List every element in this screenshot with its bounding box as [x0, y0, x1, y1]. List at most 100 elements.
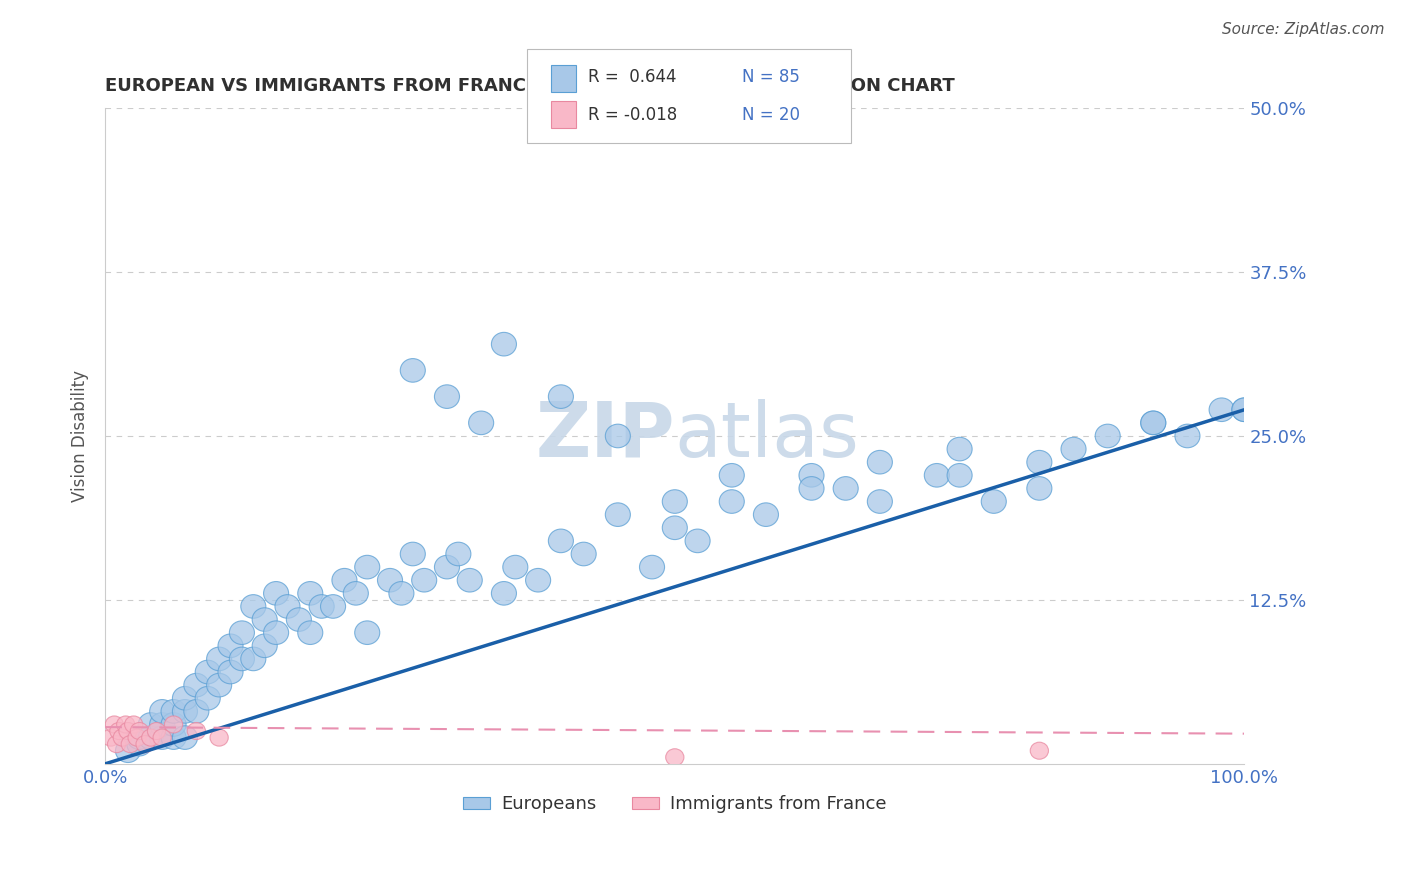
Ellipse shape: [332, 568, 357, 592]
Ellipse shape: [1140, 411, 1166, 434]
Y-axis label: Vision Disability: Vision Disability: [72, 370, 89, 502]
Ellipse shape: [195, 660, 221, 684]
Ellipse shape: [309, 595, 335, 618]
Ellipse shape: [184, 699, 209, 723]
Ellipse shape: [173, 726, 197, 749]
Ellipse shape: [1026, 476, 1052, 500]
Ellipse shape: [377, 568, 402, 592]
Ellipse shape: [343, 582, 368, 605]
Ellipse shape: [1175, 425, 1199, 448]
Ellipse shape: [121, 736, 139, 753]
Ellipse shape: [1031, 742, 1049, 759]
Ellipse shape: [799, 476, 824, 500]
Ellipse shape: [981, 490, 1007, 513]
Ellipse shape: [948, 437, 972, 461]
Ellipse shape: [1140, 411, 1166, 434]
Ellipse shape: [665, 748, 683, 766]
Ellipse shape: [162, 726, 186, 749]
Text: R = -0.018: R = -0.018: [588, 105, 676, 123]
Ellipse shape: [115, 739, 141, 763]
Ellipse shape: [492, 333, 516, 356]
Ellipse shape: [799, 464, 824, 487]
Ellipse shape: [218, 660, 243, 684]
Ellipse shape: [526, 568, 551, 592]
Text: N = 20: N = 20: [742, 105, 800, 123]
Ellipse shape: [720, 490, 744, 513]
Ellipse shape: [240, 595, 266, 618]
Ellipse shape: [662, 516, 688, 540]
Ellipse shape: [1209, 398, 1234, 422]
Ellipse shape: [184, 673, 209, 697]
Ellipse shape: [834, 476, 858, 500]
Ellipse shape: [503, 556, 527, 579]
Ellipse shape: [354, 556, 380, 579]
Ellipse shape: [868, 490, 893, 513]
Ellipse shape: [606, 503, 630, 526]
Ellipse shape: [354, 621, 380, 645]
Ellipse shape: [195, 687, 221, 710]
Ellipse shape: [149, 726, 174, 749]
Ellipse shape: [287, 607, 311, 632]
Text: N = 85: N = 85: [742, 69, 800, 87]
Ellipse shape: [229, 621, 254, 645]
Ellipse shape: [148, 723, 166, 739]
Ellipse shape: [263, 621, 288, 645]
Ellipse shape: [149, 713, 174, 736]
Ellipse shape: [662, 490, 688, 513]
Ellipse shape: [640, 556, 665, 579]
Ellipse shape: [446, 542, 471, 566]
Ellipse shape: [162, 713, 186, 736]
Ellipse shape: [127, 732, 152, 756]
Ellipse shape: [685, 529, 710, 553]
Ellipse shape: [276, 595, 299, 618]
Ellipse shape: [131, 723, 149, 739]
Ellipse shape: [138, 726, 163, 749]
Ellipse shape: [1026, 450, 1052, 474]
Ellipse shape: [207, 673, 232, 697]
Ellipse shape: [120, 723, 138, 739]
Ellipse shape: [117, 716, 135, 733]
Ellipse shape: [321, 595, 346, 618]
Ellipse shape: [1232, 398, 1257, 422]
Ellipse shape: [434, 556, 460, 579]
Ellipse shape: [229, 647, 254, 671]
Ellipse shape: [924, 464, 949, 487]
Ellipse shape: [107, 736, 125, 753]
Text: Source: ZipAtlas.com: Source: ZipAtlas.com: [1222, 22, 1385, 37]
Ellipse shape: [101, 729, 120, 746]
Ellipse shape: [298, 621, 323, 645]
Ellipse shape: [720, 464, 744, 487]
Ellipse shape: [948, 464, 972, 487]
Ellipse shape: [1062, 437, 1085, 461]
Ellipse shape: [127, 726, 152, 749]
Text: EUROPEAN VS IMMIGRANTS FROM FRANCE VISION DISABILITY CORRELATION CHART: EUROPEAN VS IMMIGRANTS FROM FRANCE VISIO…: [105, 78, 955, 95]
Ellipse shape: [548, 529, 574, 553]
Ellipse shape: [125, 716, 143, 733]
Text: R =  0.644: R = 0.644: [588, 69, 676, 87]
Ellipse shape: [389, 582, 413, 605]
Ellipse shape: [173, 687, 197, 710]
Ellipse shape: [868, 450, 893, 474]
Ellipse shape: [571, 542, 596, 566]
Ellipse shape: [606, 425, 630, 448]
Ellipse shape: [114, 729, 131, 746]
Ellipse shape: [207, 647, 232, 671]
Ellipse shape: [263, 582, 288, 605]
Ellipse shape: [138, 713, 163, 736]
Legend: Europeans, Immigrants from France: Europeans, Immigrants from France: [456, 788, 894, 821]
Ellipse shape: [128, 729, 146, 746]
Text: ZIP: ZIP: [536, 399, 675, 473]
Ellipse shape: [162, 699, 186, 723]
Ellipse shape: [1232, 398, 1257, 422]
Ellipse shape: [252, 607, 277, 632]
Ellipse shape: [401, 542, 426, 566]
Ellipse shape: [153, 729, 172, 746]
Ellipse shape: [218, 634, 243, 657]
Ellipse shape: [412, 568, 437, 592]
Ellipse shape: [492, 582, 516, 605]
Ellipse shape: [252, 634, 277, 657]
Text: atlas: atlas: [675, 399, 859, 473]
Ellipse shape: [173, 699, 197, 723]
Ellipse shape: [149, 699, 174, 723]
Ellipse shape: [110, 723, 128, 739]
